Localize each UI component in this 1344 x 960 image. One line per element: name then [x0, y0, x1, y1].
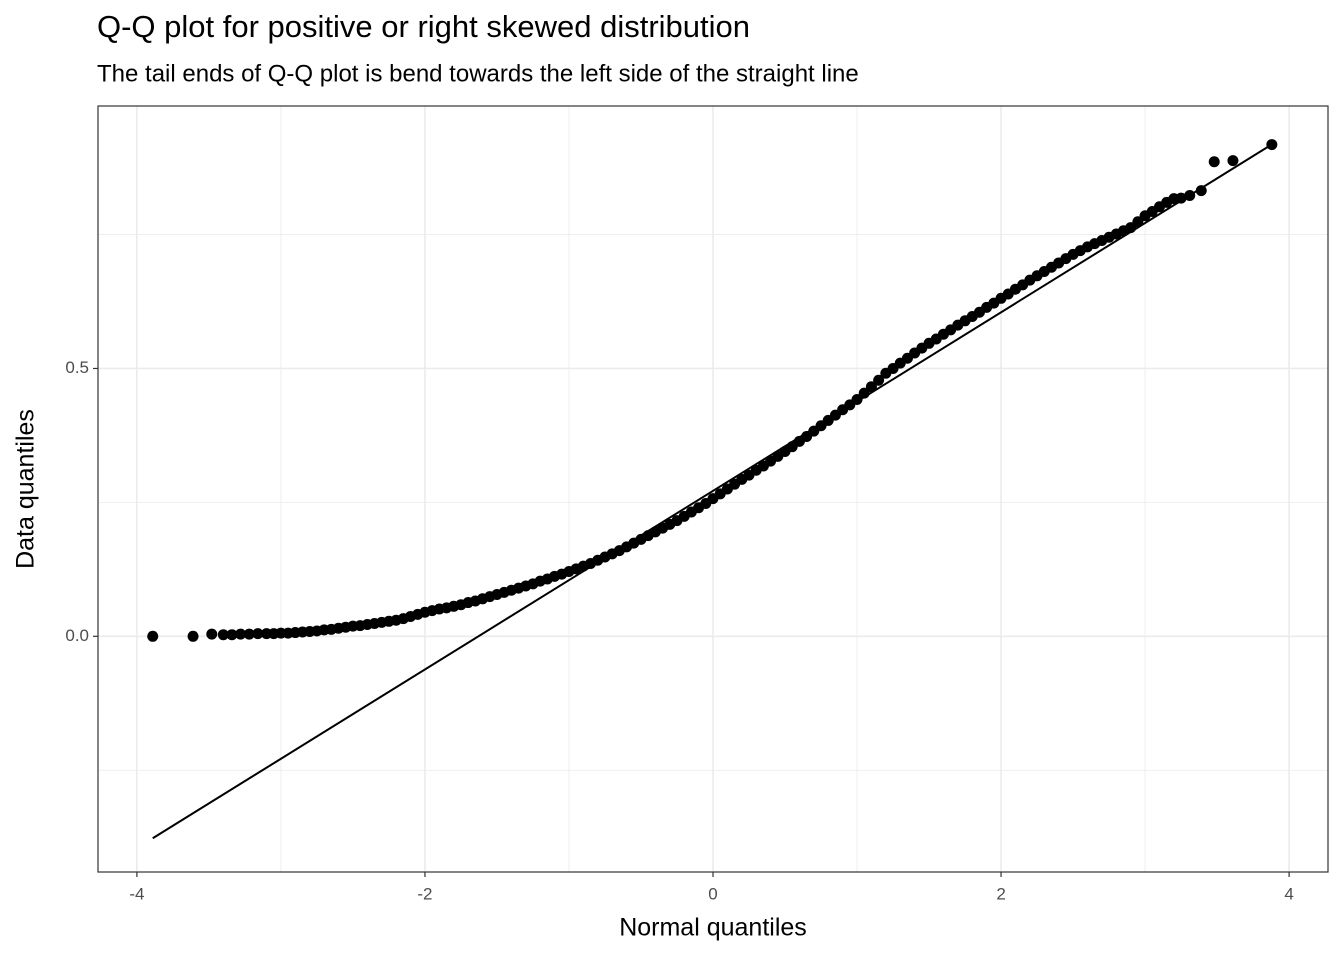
y-tick-label: 0.5 [65, 358, 89, 377]
chart-title: Q-Q plot for positive or right skewed di… [97, 9, 750, 44]
point [865, 381, 877, 393]
plot-marks [147, 139, 1278, 840]
point [252, 628, 264, 640]
chart-subtitle: The tail ends of Q-Q plot is bend toward… [97, 60, 859, 87]
point [873, 374, 885, 386]
y-axis-label: Data quantiles [12, 409, 40, 569]
point [1195, 185, 1207, 197]
point [1227, 155, 1239, 167]
x-tick-label: 0 [708, 884, 717, 903]
x-axis-label: Normal quantiles [619, 914, 807, 942]
point [235, 628, 247, 640]
point [217, 629, 229, 641]
x-tick-label: -4 [129, 884, 144, 903]
point [187, 630, 199, 642]
point [1208, 156, 1220, 168]
x-tick-label: 2 [996, 884, 1005, 903]
x-tick-label: -2 [417, 884, 432, 903]
x-tick-label: 4 [1284, 884, 1293, 903]
reference-line [152, 142, 1274, 840]
y-tick-label: 0.0 [65, 626, 89, 645]
point [1175, 192, 1187, 204]
point [147, 630, 159, 642]
point [243, 628, 255, 640]
point [226, 629, 238, 641]
point [206, 628, 218, 640]
